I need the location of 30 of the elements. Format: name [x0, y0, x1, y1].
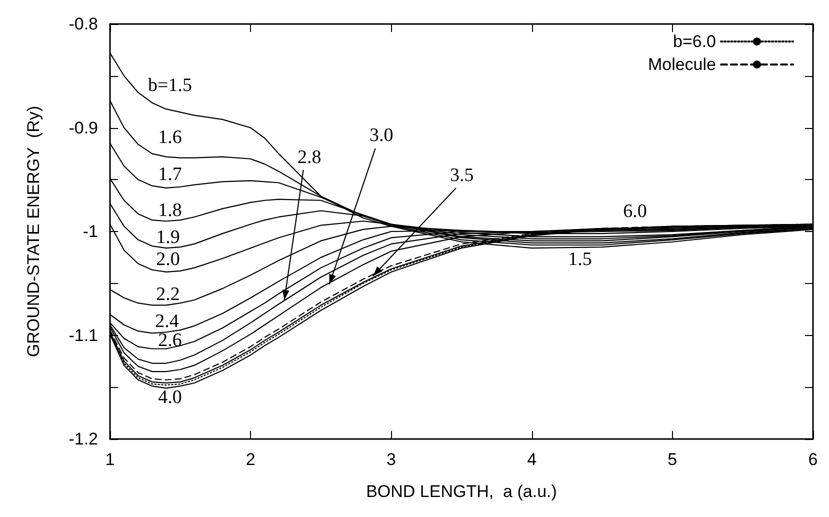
y-tick-label: -0.9	[68, 118, 98, 138]
annotation: 3.5	[450, 165, 474, 188]
y-tick-label: -1.1	[68, 326, 98, 345]
annotation: 3.0	[369, 125, 394, 148]
legend-label: Molecule	[648, 55, 716, 74]
annotation: 6.0	[623, 201, 647, 223]
annotation: 1.9	[156, 227, 180, 249]
x-tick-label: 4	[527, 450, 537, 469]
annotation: 1.6	[158, 127, 182, 149]
y-tick-label: -1.2	[68, 430, 98, 448]
annotation: 2.6	[158, 330, 182, 352]
x-axis-title: BOND LENGTH, a (a.u.)	[366, 482, 557, 501]
annotation: 4.0	[158, 387, 182, 409]
annotation: 1.7	[158, 164, 182, 186]
x-tick-label: 6	[808, 450, 818, 469]
annotation: 2.2	[156, 284, 180, 306]
x-tick-label: 3	[386, 450, 396, 469]
x-tick-label: 1	[105, 450, 115, 469]
annotation: 1.5	[568, 249, 592, 271]
y-axis-title: GROUND-STATE ENERGY (Ry)	[24, 106, 43, 358]
annotation: 2.4	[155, 311, 179, 333]
legend-label: b=6.0	[672, 32, 716, 51]
annotation: 1.8	[158, 200, 182, 222]
x-tick-label: 2	[246, 450, 256, 469]
annotation: 2.8	[297, 146, 322, 169]
y-tick-label: -1	[82, 222, 98, 241]
x-tick-label: 5	[668, 450, 678, 469]
annotation: b=1.5	[148, 75, 192, 97]
y-tick-label: -0.8	[68, 14, 98, 34]
annotation: 2.0	[156, 249, 180, 271]
